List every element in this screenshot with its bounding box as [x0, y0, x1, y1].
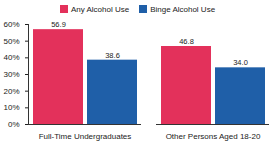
svg-text:0%: 0%: [8, 120, 20, 129]
svg-text:46.8: 46.8: [179, 37, 194, 46]
svg-text:10%: 10%: [3, 103, 19, 112]
svg-text:30%: 30%: [3, 70, 19, 79]
svg-text:56.9: 56.9: [51, 20, 66, 29]
html-text:Binge Alcohol Use: Binge Alcohol Use: [150, 4, 216, 14]
svg-text:34.0: 34.0: [233, 58, 248, 67]
svg-text:60%: 60%: [3, 20, 19, 29]
svg-text:40%: 40%: [3, 53, 19, 62]
svg-text:Other Persons Aged 18-20: Other Persons Aged 18-20: [166, 132, 261, 141]
html-text:Any Alcohol Use: Any Alcohol Use: [70, 4, 130, 14]
svg-text:50%: 50%: [3, 37, 19, 46]
svg-text:Full-Time Undergraduates: Full-Time Undergraduates: [39, 132, 132, 141]
svg-text:20%: 20%: [3, 87, 19, 96]
svg-text:38.6: 38.6: [105, 51, 120, 60]
